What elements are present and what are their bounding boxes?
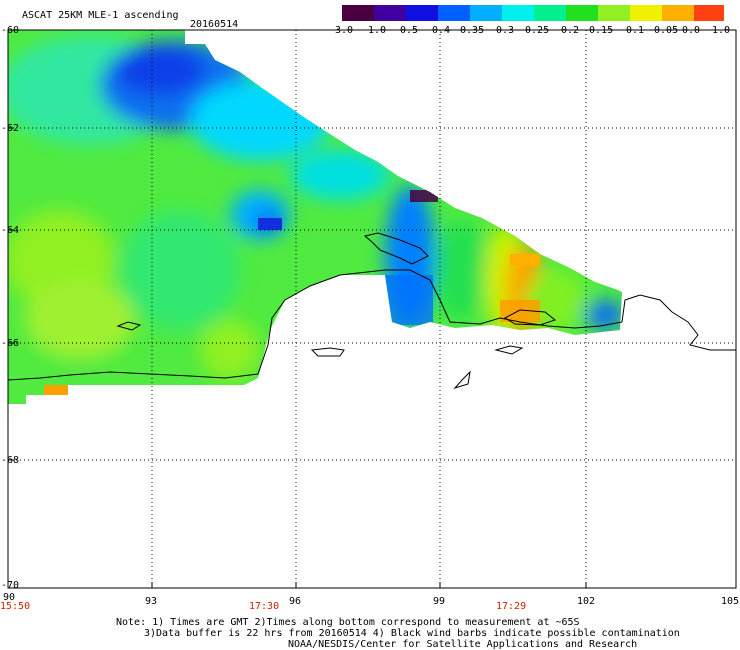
colorbar-swatch [470, 5, 502, 21]
product-title: ASCAT 25KM MLE-1 ascending [22, 10, 179, 21]
colorbar-swatch [374, 5, 406, 21]
lat-label: -68 [1, 455, 20, 466]
graticule [8, 30, 736, 588]
note-line: NOAA/NESDIS/Center for Satellite Applica… [288, 639, 638, 650]
colorbar-label: -0.5 [394, 25, 419, 36]
colorbar-swatch [630, 5, 662, 21]
time-label: 15:50 [0, 601, 31, 612]
lat-label: -64 [1, 225, 20, 236]
colorbar-label: -0.3 [490, 25, 515, 36]
colorbar-label: -1.0 [362, 25, 387, 36]
lat-label: -60 [1, 25, 20, 36]
colorbar-label: -0.05 [648, 25, 679, 36]
lat-label: -66 [1, 338, 20, 349]
colorbar-swatch [342, 5, 374, 21]
lon-label: 96 [289, 596, 302, 607]
colorbar-label: -3.0 [329, 25, 354, 36]
note-line: 3)Data buffer is 22 hrs from 20160514 4)… [144, 628, 680, 639]
colorbar-label: -0.4 [426, 25, 451, 36]
colorbar-swatch [534, 5, 566, 21]
colorbar-swatch [598, 5, 630, 21]
colorbar-swatch [566, 5, 598, 21]
swath-data [8, 30, 622, 404]
colorbar-swatch [502, 5, 534, 21]
notes: Note: 1) Times are GMT 2)Times along bot… [116, 617, 680, 650]
colorbar-label: -0.35 [454, 25, 485, 36]
colorbar-label: 0.0 [682, 25, 701, 36]
lon-label: 99 [433, 596, 446, 607]
colorbar-swatch [694, 5, 724, 21]
lat-label: -62 [1, 123, 20, 134]
colorbar-label: -0.15 [583, 25, 614, 36]
lon-label: 105 [721, 596, 740, 607]
note-line: Note: 1) Times are GMT 2)Times along bot… [116, 617, 580, 628]
colorbar-swatch [662, 5, 694, 21]
lon-label: 90 [3, 592, 16, 603]
tick-marks [8, 127, 587, 588]
lon-label: 93 [145, 596, 158, 607]
colorbar-swatch [406, 5, 438, 21]
colorbar-label: -0.1 [620, 25, 645, 36]
colorbar-swatch [438, 5, 470, 21]
colorbar-label: -0.2 [555, 25, 580, 36]
time-label: 17:30 [249, 601, 280, 612]
coastline [7, 232, 736, 389]
time-label: 17:29 [496, 601, 527, 612]
product-date: 20160514 [190, 19, 239, 30]
map-frame [7, 29, 737, 589]
colorbar-label: -0.25 [519, 25, 550, 36]
lon-label: 102 [577, 596, 596, 607]
lat-label: -70 [1, 580, 20, 591]
colorbar-label: 1.0 [712, 25, 731, 36]
